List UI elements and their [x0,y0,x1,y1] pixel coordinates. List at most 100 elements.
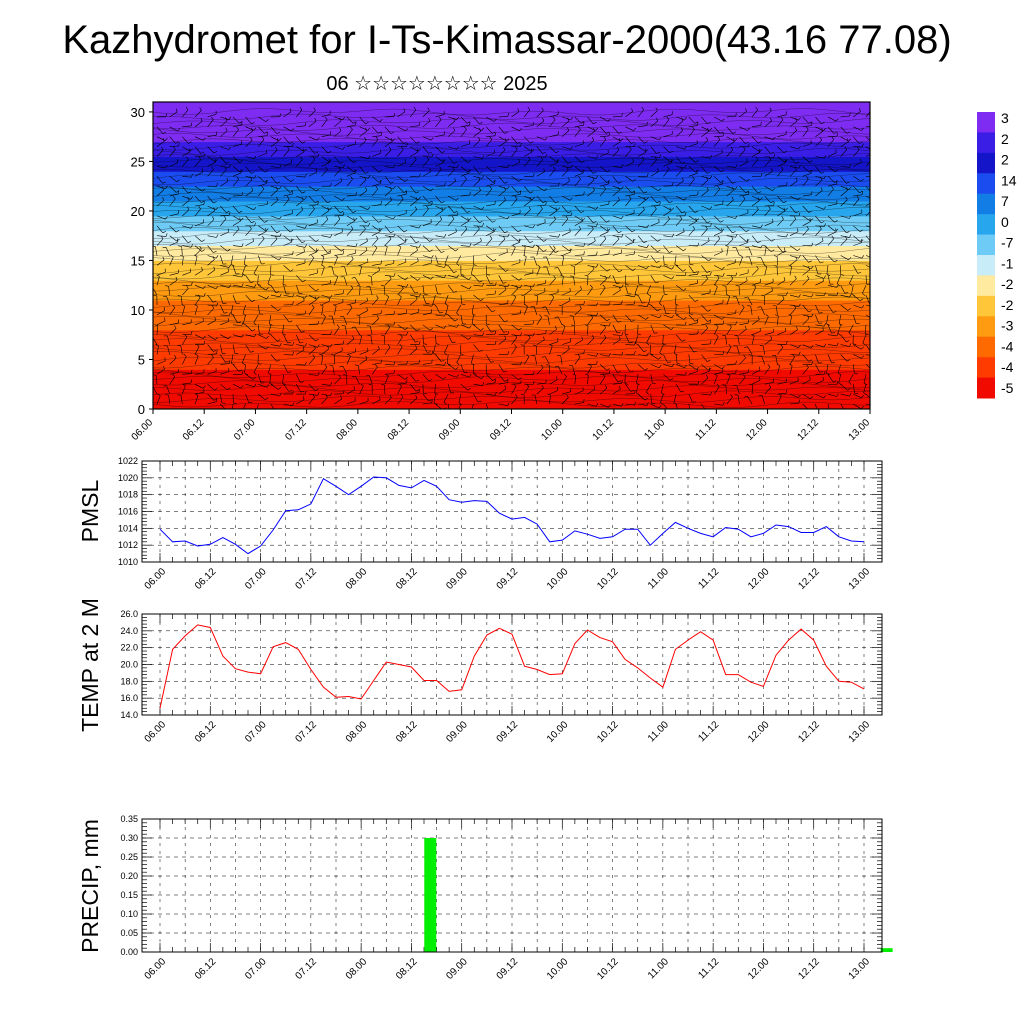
wind-barb-flag [849,234,852,238]
wind-barb [321,195,328,204]
wind-barb [599,231,609,236]
wind-barb-flag [444,303,448,306]
wind-barb [321,283,331,286]
wind-barb-flag [350,126,353,130]
wind-barb [865,255,870,258]
wind-barb [549,156,557,163]
colorbar-label: -7 [1001,235,1014,251]
wind-barb [599,152,609,157]
wind-streamline [153,321,870,329]
wind-barb [232,166,241,173]
wind-barb [169,176,177,183]
wind-barb-flag [654,205,657,210]
wind-barb [194,136,204,141]
wind-barb-flag [250,281,255,283]
wind-barb [334,156,341,164]
wind-barb-flag [532,371,535,375]
wind-barb-flag [858,108,861,112]
wind-barb-flag [191,173,193,178]
wind-barb-flag [783,277,786,281]
wind-barb [574,245,584,247]
wind-barb-flag [175,141,179,144]
wind-barb-flag [439,216,443,220]
wind-barb [650,120,658,128]
wind-streamline [153,291,870,299]
wind-barb-flag [406,142,408,147]
wind-barb-flag [689,363,694,365]
wind-barb [435,156,443,163]
wind-barb [827,203,837,207]
wind-barb-flag [228,164,231,168]
wind-barb-flag [431,350,434,355]
wind-barb-flag [316,248,318,252]
wind-barb-flag [595,206,599,210]
wind-barb [853,393,862,399]
wind-barb-flag [304,173,307,178]
wind-barb [232,245,242,247]
wind-barb [612,383,622,385]
wind-barb [410,392,420,395]
wind-barb-flag [684,146,687,150]
wind-barb-flag [367,127,371,131]
wind-barb [752,282,761,286]
wind-barb [471,354,474,364]
wind-barb [713,139,721,147]
wind-barb [739,242,748,246]
wind-barb-flag [646,352,649,357]
wind-barb [397,336,403,345]
wind-barb-flag [670,159,674,163]
wind-barb-flag [655,281,660,284]
wind-barb-flag [646,402,649,406]
wind-barb [714,403,724,406]
wind-barb [321,306,324,315]
wind-barb [321,300,330,306]
wind-barb-flag [416,141,420,144]
wind-barb-flag [735,369,737,374]
wind-barb [296,364,306,366]
wind-barb [815,314,819,324]
wind-barb-flag [780,116,784,120]
wind-barb [777,395,782,405]
wind-barb-flag [684,164,687,169]
wind-barb-flag [875,403,877,406]
wind-barb-flag [241,283,244,287]
wind-barb [840,185,850,190]
wind-barb-flag [429,168,431,172]
wind-barb [343,276,348,286]
wind-barb-flag [768,205,771,210]
wind-barb-flag [393,310,395,315]
wind-barb-flag [177,394,182,396]
wind-barb-flag [493,118,497,122]
precip-bar [880,948,893,952]
wind-barb-flag [482,332,485,336]
wind-barb-flag [289,229,294,233]
wind-barb [258,204,268,207]
wind-barb-flag [417,278,421,281]
wind-barb-flag [543,249,547,252]
wind-barb [827,176,835,183]
wind-barb-flag [553,275,556,279]
wind-barb [156,369,165,375]
wind-barb-flag [774,314,779,317]
wind-barb-flag [664,264,668,266]
wind-barb [409,334,416,343]
wind-barb-flag [477,225,480,230]
wind-barb [321,235,331,238]
wind-streamline [153,276,870,284]
wind-barb-flag [846,359,851,362]
wind-barb [637,364,646,371]
wind-barb-flag [164,317,166,321]
wind-barb [283,126,292,132]
wind-barb [422,146,429,154]
wind-barb-flag [458,402,463,405]
wind-barb-flag [798,212,801,217]
x-tick-label: 11.00 [646,719,671,744]
wind-barb-flag [875,173,876,176]
wind-barb [410,245,420,248]
wind-barb [660,394,664,403]
wind-barb-flag [503,331,508,333]
wind-barb-flag [570,117,573,121]
wind-barb-flag [156,274,160,277]
wind-barb-flag [368,383,373,386]
wind-barb-flag [608,404,611,408]
